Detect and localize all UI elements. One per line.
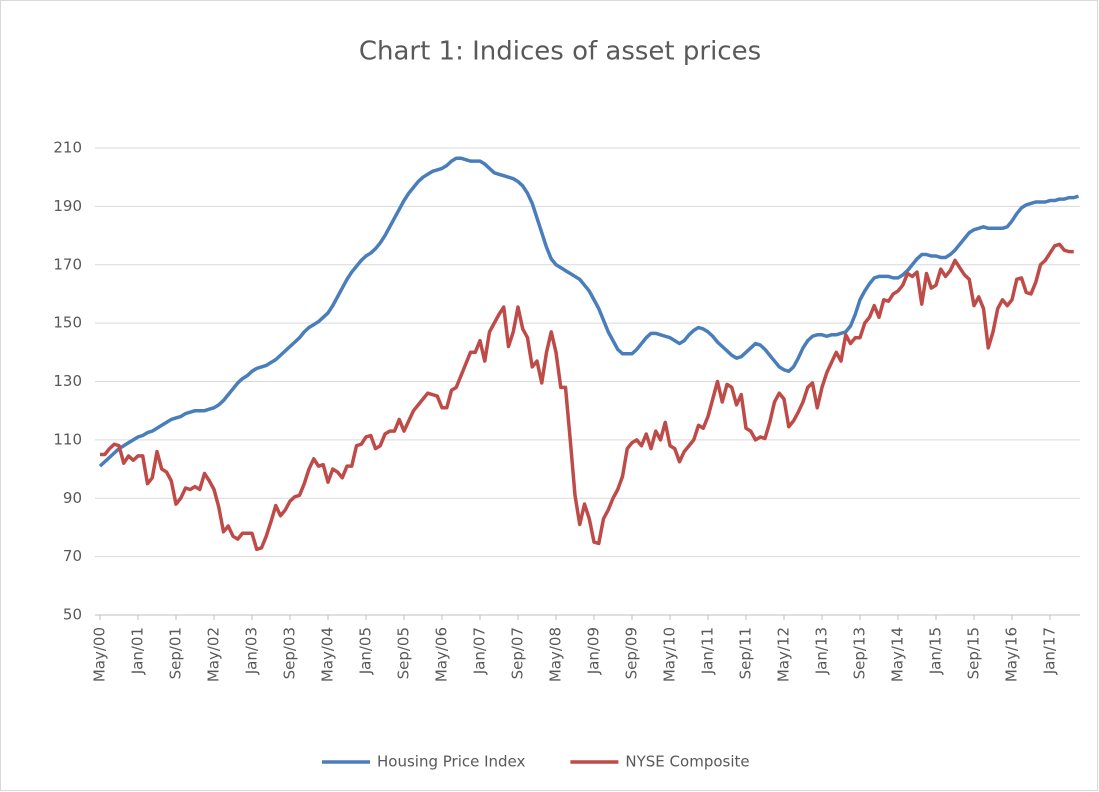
y-tick-label: 130 — [53, 372, 82, 390]
x-tick-label: Sep/09 — [623, 627, 641, 679]
series-line — [100, 242, 1074, 552]
y-tick-label: 190 — [53, 197, 82, 215]
y-tick-label: 210 — [53, 139, 82, 157]
y-tick-label: 150 — [53, 314, 82, 332]
y-tick-label: 110 — [53, 430, 82, 448]
x-tick-label: Jan/11 — [699, 627, 717, 675]
series-line — [98, 156, 1080, 468]
y-tick-label: 50 — [63, 606, 82, 624]
x-tick-label: May/14 — [889, 627, 907, 682]
x-tick-label: May/00 — [91, 627, 109, 682]
x-tick-label: Jan/13 — [813, 627, 831, 675]
chart-title: Chart 1: Indices of asset prices — [359, 37, 761, 67]
x-tick-label: Jan/05 — [357, 627, 375, 675]
x-tick-label: Jan/17 — [1041, 627, 1059, 675]
legend-label: NYSE Composite — [625, 753, 749, 771]
y-tick-label: 170 — [53, 255, 82, 273]
x-tick-label: May/04 — [319, 627, 337, 682]
x-tick-label: Sep/01 — [167, 627, 185, 679]
x-tick-label: Sep/07 — [509, 627, 527, 679]
x-tick-label: May/16 — [1003, 627, 1021, 682]
x-tick-label: Sep/05 — [395, 627, 413, 679]
x-tick-label: May/06 — [433, 627, 451, 682]
legend-label: Housing Price Index — [377, 753, 526, 771]
y-tick-label: 70 — [63, 547, 82, 565]
x-tick-label: Jan/07 — [471, 627, 489, 675]
x-tick-label: Sep/13 — [851, 627, 869, 679]
x-tick-label: Sep/03 — [281, 627, 299, 679]
y-tick-label: 90 — [63, 489, 82, 507]
x-tick-label: May/02 — [205, 627, 223, 682]
x-tick-label: May/12 — [775, 627, 793, 682]
x-tick-label: Sep/11 — [737, 627, 755, 679]
x-tick-label: May/10 — [661, 627, 679, 682]
x-tick-label: Sep/15 — [965, 627, 983, 679]
x-tick-label: Jan/03 — [243, 627, 261, 675]
x-tick-label: Jan/01 — [129, 627, 147, 675]
x-tick-label: Jan/09 — [585, 627, 603, 675]
x-tick-label: Jan/15 — [927, 627, 945, 675]
x-tick-label: May/08 — [547, 627, 565, 682]
